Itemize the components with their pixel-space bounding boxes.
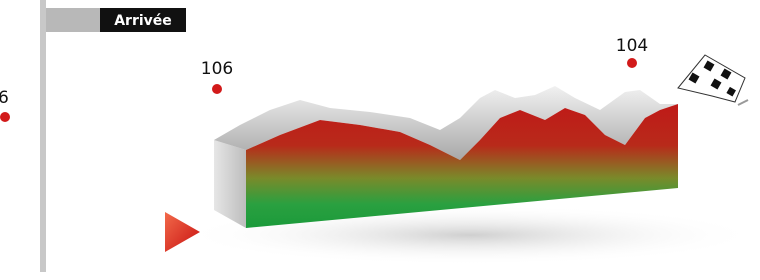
header-label: Arrivée bbox=[114, 13, 172, 29]
divider bbox=[40, 0, 46, 272]
profile-side bbox=[214, 140, 246, 228]
marker-dot bbox=[212, 84, 222, 94]
marker-dot bbox=[0, 112, 10, 122]
marker-dot bbox=[627, 58, 637, 68]
marker-label: 106 bbox=[201, 59, 233, 79]
finish-flag bbox=[678, 55, 748, 105]
stage-profile: Arrivée 06 106 104 bbox=[0, 0, 760, 280]
marker-label: 06 bbox=[0, 88, 9, 108]
marker-label: 104 bbox=[616, 36, 648, 56]
start-arrow bbox=[165, 212, 200, 252]
header-bar bbox=[46, 8, 102, 32]
